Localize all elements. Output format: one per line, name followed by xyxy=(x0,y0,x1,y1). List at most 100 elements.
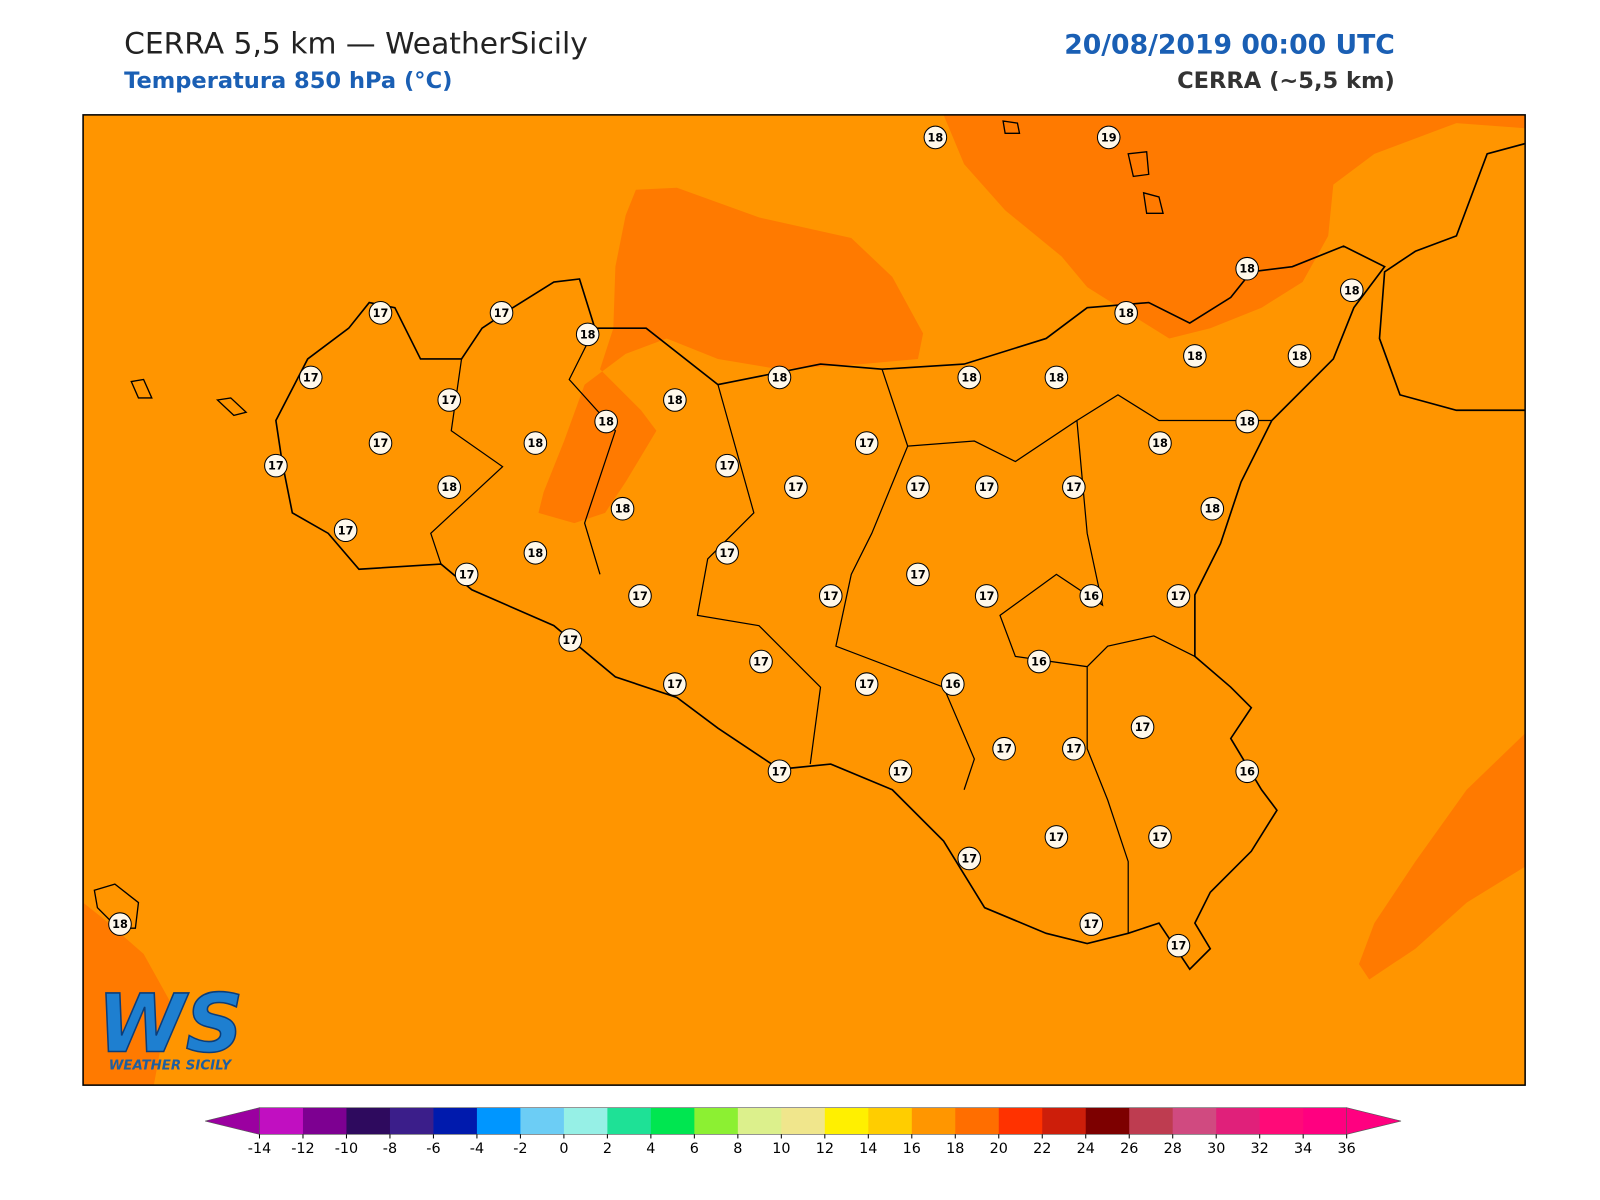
station-marker xyxy=(854,672,879,696)
station-value: 17 xyxy=(303,371,319,384)
station-value: 17 xyxy=(961,852,977,865)
station-marker xyxy=(264,453,288,478)
station-value: 18 xyxy=(580,328,596,341)
date: 20/08/2019 00:00 UTC xyxy=(1064,29,1395,60)
station-marker xyxy=(108,912,132,936)
model: CERRA (~5,5 km) xyxy=(1177,68,1395,94)
station-marker xyxy=(974,584,999,608)
colorbar-tick-label: 2 xyxy=(603,1141,612,1157)
colorbar-segment xyxy=(737,1107,782,1135)
station-value: 17 xyxy=(910,481,926,494)
colorbar-segment xyxy=(520,1107,565,1135)
station-value: 17 xyxy=(1049,831,1065,844)
subtitle: Temperatura 850 hPa (°C) xyxy=(124,68,452,94)
station-marker xyxy=(941,672,965,696)
colorbar-tick-label: -12 xyxy=(291,1141,314,1157)
colorbar-segment xyxy=(824,1107,869,1135)
station-marker xyxy=(437,388,462,412)
station-marker xyxy=(1148,431,1172,455)
colorbar-segment xyxy=(1042,1107,1087,1135)
station-marker xyxy=(1148,825,1172,849)
station-value: 17 xyxy=(1152,831,1168,844)
station-value: 16 xyxy=(1083,590,1099,603)
island xyxy=(93,120,1164,929)
station-value: 18 xyxy=(928,131,944,144)
station-marker xyxy=(368,431,393,455)
station-value: 18 xyxy=(1239,263,1255,276)
station-marker xyxy=(663,388,687,412)
colorbar-segment xyxy=(955,1107,1000,1135)
station-value: 17 xyxy=(1066,743,1082,756)
station-marker xyxy=(1079,912,1104,936)
warm-area xyxy=(83,902,170,1086)
station-marker xyxy=(957,365,982,390)
colorbar-segment xyxy=(346,1107,391,1135)
colorbar-tick-label: 26 xyxy=(1120,1141,1138,1157)
warm-area xyxy=(538,187,924,524)
logo: WS WEATHER SICILY xyxy=(97,977,244,1074)
station-value: 18 xyxy=(961,371,977,384)
station-value: 17 xyxy=(910,568,926,581)
station-marker xyxy=(489,301,514,325)
station-marker xyxy=(610,496,635,521)
station-marker xyxy=(854,431,879,455)
colorbar-extend-under xyxy=(205,1107,260,1135)
station-value: 18 xyxy=(1187,350,1203,363)
colorbar-tick-label: -4 xyxy=(470,1141,484,1157)
station-marker xyxy=(974,475,999,499)
station-value: 17 xyxy=(893,765,909,778)
station-value: 17 xyxy=(459,568,475,581)
station-value: 17 xyxy=(1135,721,1151,734)
colorbar-segment xyxy=(433,1107,478,1135)
station-value: 16 xyxy=(1239,765,1255,778)
station-marker xyxy=(1079,584,1104,608)
station-marker xyxy=(1235,409,1259,434)
station-value: 17 xyxy=(494,307,510,320)
station-value: 17 xyxy=(753,656,769,669)
colorbar-segment xyxy=(650,1107,695,1135)
station-value: 17 xyxy=(632,590,648,603)
colorbar-tick-label: 18 xyxy=(946,1141,964,1157)
station-marker xyxy=(575,322,600,347)
station-marker xyxy=(1287,344,1312,368)
colorbar-tick-label: 22 xyxy=(1033,1141,1051,1157)
station-value: 18 xyxy=(1118,307,1134,320)
colorbar-segment xyxy=(998,1107,1043,1135)
station-value: 17 xyxy=(859,437,875,450)
station-marker xyxy=(454,562,479,587)
colorbar-extend-over xyxy=(1346,1107,1402,1135)
station-value: 19 xyxy=(1101,131,1117,144)
colorbar-tick-label: -10 xyxy=(335,1141,358,1157)
map-frame xyxy=(82,114,1526,1086)
colorbar-tick-label: 14 xyxy=(859,1141,877,1157)
station-value: 18 xyxy=(1152,437,1168,450)
colorbar-tick-label: 16 xyxy=(903,1141,921,1157)
colorbar-segment xyxy=(259,1107,304,1135)
station-value: 17 xyxy=(979,590,995,603)
colorbar-tick-label: 12 xyxy=(816,1141,834,1157)
colorbar-segment xyxy=(694,1107,739,1135)
warm-area xyxy=(1358,733,1526,980)
warm-area xyxy=(943,114,1526,339)
coastline xyxy=(275,245,1386,971)
map: 18 19 17 17 18 17 17 18 18 18 18 18 18 18 18 18 17 17 18 18… xyxy=(83,114,1526,1086)
colorbar-tick-label: -14 xyxy=(248,1141,271,1157)
station-value: 17 xyxy=(719,547,735,560)
station-marker xyxy=(767,365,792,390)
station-value: 17 xyxy=(1066,481,1082,494)
station-value: 17 xyxy=(823,590,839,603)
station-value: 18 xyxy=(598,416,614,429)
station-value: 18 xyxy=(528,547,544,560)
station-marker xyxy=(1044,825,1069,849)
station-marker xyxy=(1200,496,1225,521)
station-value: 17 xyxy=(562,634,578,647)
station-marker xyxy=(1062,475,1086,499)
logo-mark: WS xyxy=(97,977,243,1070)
station-marker xyxy=(1339,278,1364,303)
station-value: 16 xyxy=(1031,656,1047,669)
colorbar-tick-label: 30 xyxy=(1207,1141,1225,1157)
colorbar-tick-label: 0 xyxy=(559,1141,568,1157)
stations: 18 19 17 17 18 17 17 18 18 18 18 18 18 18 18 18 17 17 18 18… xyxy=(108,125,1364,958)
colorbar-frame xyxy=(259,1107,1347,1135)
